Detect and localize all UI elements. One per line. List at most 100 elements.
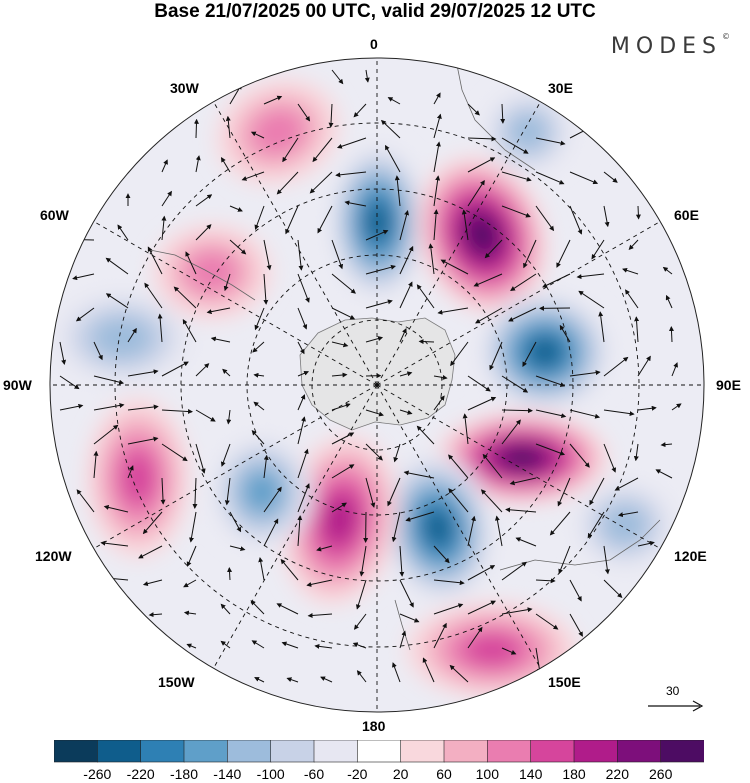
wind-vector bbox=[183, 579, 197, 588]
wind-vector bbox=[220, 443, 231, 467]
wind-vector bbox=[433, 545, 450, 564]
wind-vector bbox=[637, 540, 655, 547]
brand-name: MODES bbox=[610, 34, 722, 59]
colorbar-segment bbox=[97, 740, 142, 763]
lon-label-60e: 60E bbox=[674, 207, 699, 223]
wind-vector bbox=[668, 326, 674, 343]
wind-vector bbox=[93, 424, 119, 445]
wind-vector bbox=[161, 215, 167, 241]
wind-vector bbox=[253, 401, 265, 411]
anomaly-contour bbox=[120, 451, 156, 505]
colorbar-tick-label: 140 bbox=[519, 766, 543, 782]
anomaly-contour bbox=[602, 505, 648, 545]
wind-vector bbox=[320, 676, 333, 683]
wind-vector bbox=[433, 374, 448, 380]
wind-vector bbox=[105, 293, 129, 309]
wind-vector bbox=[127, 465, 134, 479]
wind-vector bbox=[603, 171, 618, 183]
wind-vector bbox=[251, 430, 265, 445]
wind-vector bbox=[352, 642, 367, 649]
wind-vector bbox=[535, 375, 566, 387]
wind-vector bbox=[394, 175, 401, 207]
wind-vector bbox=[173, 286, 197, 309]
wind-vector bbox=[331, 273, 356, 294]
wind-vector bbox=[103, 504, 129, 513]
coastline-new-zealand bbox=[394, 599, 411, 651]
colorbar-tick-label: 220 bbox=[605, 766, 629, 782]
wind-vector bbox=[385, 144, 401, 173]
wind-vector bbox=[603, 545, 610, 575]
colorbar-segment bbox=[400, 740, 445, 763]
wind-vector bbox=[127, 404, 159, 411]
wind-vector bbox=[161, 159, 168, 173]
colorbar-segment bbox=[617, 740, 662, 763]
wind-vector bbox=[433, 622, 447, 649]
wind-vector bbox=[569, 443, 590, 468]
wind-vector bbox=[195, 155, 201, 173]
wind-vector bbox=[220, 640, 231, 649]
wind-vector bbox=[75, 307, 95, 322]
wind-vector bbox=[587, 511, 605, 539]
wind-vector bbox=[353, 613, 367, 630]
wind-vector bbox=[501, 561, 528, 581]
wind-vector bbox=[535, 613, 559, 630]
anomaly-contour bbox=[186, 251, 238, 293]
meridian-line bbox=[376, 384, 672, 556]
wind-vector bbox=[263, 518, 279, 547]
anomaly-contour bbox=[425, 510, 451, 546]
wind-vector bbox=[220, 157, 231, 173]
wind-vector bbox=[448, 454, 469, 479]
colorbar bbox=[54, 740, 704, 763]
wind-vector bbox=[195, 409, 216, 422]
wind-vector bbox=[161, 443, 188, 462]
wind-vector bbox=[100, 540, 129, 547]
wind-vector bbox=[399, 210, 410, 241]
wind-vector bbox=[210, 336, 231, 343]
wind-vector bbox=[635, 205, 641, 220]
wind-vector bbox=[297, 239, 304, 271]
wind-vector bbox=[603, 356, 629, 377]
wind-vector bbox=[127, 327, 137, 343]
meridian-line bbox=[376, 384, 548, 680]
wind-vector bbox=[331, 464, 355, 479]
wind-vector bbox=[671, 403, 682, 411]
wind-vector bbox=[229, 545, 246, 552]
lon-label-180: 180 bbox=[362, 718, 386, 734]
wind-vector bbox=[276, 603, 299, 615]
reference-vector-label: 30 bbox=[666, 684, 680, 698]
graticule bbox=[50, 58, 704, 712]
wind-vector bbox=[365, 336, 384, 343]
wind-vector bbox=[433, 579, 465, 586]
wind-vector bbox=[433, 175, 441, 207]
wind-vector bbox=[523, 239, 537, 269]
wind-vector bbox=[387, 97, 401, 105]
reference-vector-arrow bbox=[648, 700, 704, 712]
wind-vector bbox=[253, 372, 265, 378]
wind-vector bbox=[72, 273, 95, 281]
wind-vector bbox=[433, 395, 445, 411]
wind-vector bbox=[437, 307, 469, 315]
wind-vector bbox=[331, 432, 355, 445]
wind-vector bbox=[522, 341, 537, 367]
wind-vector bbox=[223, 273, 231, 292]
wind-vector bbox=[505, 507, 537, 513]
colorbar-tick-label: -180 bbox=[169, 766, 199, 782]
wind-vector bbox=[161, 361, 189, 377]
map-title: Base 21/07/2025 00 UTC, valid 29/07/2025… bbox=[154, 1, 596, 22]
wind-vector bbox=[127, 369, 159, 377]
wind-vector bbox=[559, 324, 571, 343]
wind-vector bbox=[637, 405, 657, 411]
wind-vector bbox=[206, 307, 231, 315]
colorbar-segment bbox=[573, 740, 619, 763]
wind-vector bbox=[535, 171, 565, 185]
wind-vector bbox=[355, 579, 367, 610]
wind-vector bbox=[365, 229, 389, 241]
wind-vector bbox=[556, 239, 571, 268]
colorbar-segment bbox=[270, 740, 315, 763]
wind-vector bbox=[297, 103, 311, 122]
wind-vector bbox=[328, 103, 334, 128]
wind-vector bbox=[448, 488, 469, 513]
wind-vector bbox=[312, 137, 333, 163]
colorbar-tick-label: -220 bbox=[126, 766, 155, 782]
wind-vector bbox=[433, 92, 441, 105]
